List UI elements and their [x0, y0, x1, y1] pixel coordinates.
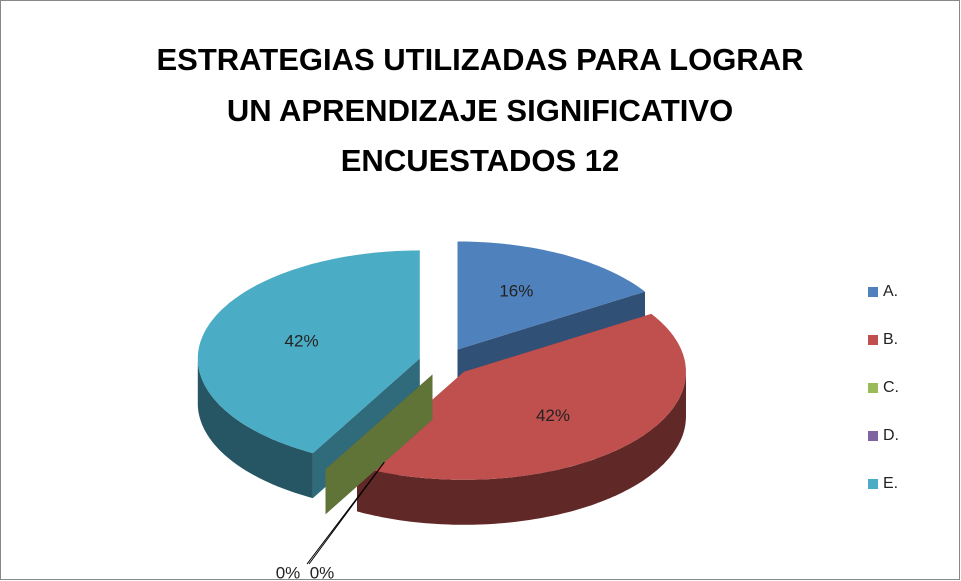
- legend-swatch: [868, 479, 878, 489]
- data-label: 16%: [499, 282, 533, 301]
- legend-swatch: [868, 383, 878, 393]
- pie-slice: [357, 313, 686, 525]
- legend-swatch: [868, 431, 878, 441]
- pie-slice: [325, 374, 433, 515]
- legend-label: E.: [883, 475, 898, 492]
- legend-swatch: [868, 287, 878, 297]
- legend-label: D.: [883, 427, 899, 444]
- legend-label: C.: [883, 379, 899, 396]
- data-label: 0%: [310, 563, 335, 581]
- pie-slice-zero: [325, 374, 433, 515]
- legend-swatch: [868, 335, 878, 345]
- slice-top: [357, 313, 686, 480]
- legend-label: A.: [883, 283, 898, 300]
- data-label: 42%: [536, 406, 570, 425]
- chart-title: ENCUESTADOS 12: [341, 143, 620, 178]
- slice-top: [197, 250, 420, 454]
- chart-title: UN APRENDIZAJE SIGNIFICATIVO: [227, 93, 733, 128]
- slice-wall: [357, 371, 686, 525]
- leader-line: [308, 461, 385, 565]
- data-label: 0%: [276, 563, 301, 581]
- chart-title: ESTRATEGIAS UTILIZADAS PARA LOGRAR: [157, 42, 804, 77]
- slice-top: [457, 241, 645, 350]
- data-label: 42%: [285, 332, 319, 351]
- legend-label: B.: [883, 331, 898, 348]
- slice-wall: [197, 358, 313, 499]
